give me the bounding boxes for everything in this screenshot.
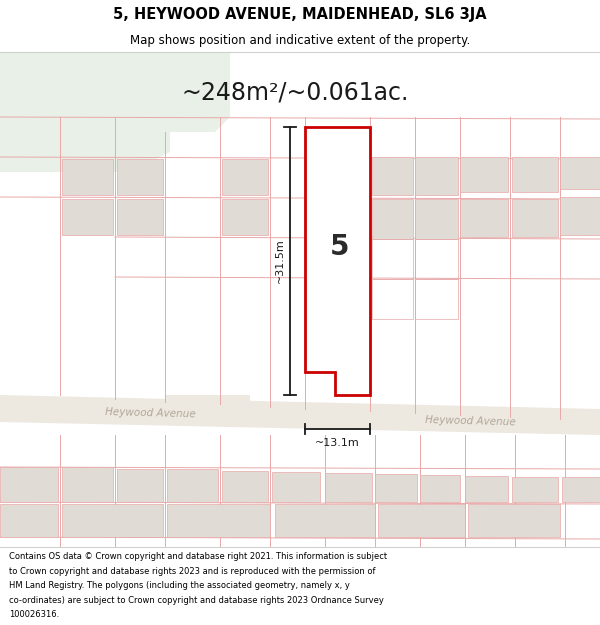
Bar <box>420 475 460 502</box>
Bar <box>465 476 508 502</box>
Text: ~248m²/~0.061ac.: ~248m²/~0.061ac. <box>181 80 409 104</box>
Bar <box>512 477 558 502</box>
Polygon shape <box>305 127 370 395</box>
Bar <box>560 157 600 189</box>
Polygon shape <box>0 52 230 172</box>
Bar <box>375 474 417 502</box>
Text: Map shows position and indicative extent of the property.: Map shows position and indicative extent… <box>130 34 470 47</box>
Bar <box>372 157 413 195</box>
Bar <box>415 199 458 239</box>
Text: 5: 5 <box>330 233 350 261</box>
Bar <box>167 504 270 537</box>
Text: HM Land Registry. The polygons (including the associated geometry, namely x, y: HM Land Registry. The polygons (includin… <box>9 581 350 591</box>
Bar <box>167 469 218 502</box>
Bar <box>275 504 375 537</box>
Bar <box>222 159 268 195</box>
Bar <box>62 159 113 195</box>
Text: Contains OS data © Crown copyright and database right 2021. This information is : Contains OS data © Crown copyright and d… <box>9 552 387 561</box>
Bar <box>415 239 458 279</box>
Text: Heywood Avenue: Heywood Avenue <box>104 407 196 419</box>
Text: 100026316.: 100026316. <box>9 610 59 619</box>
Bar <box>0 504 58 537</box>
Bar <box>372 199 413 239</box>
Bar <box>415 157 458 195</box>
Bar <box>460 199 508 237</box>
Bar <box>372 239 413 279</box>
Text: ~31.5m: ~31.5m <box>275 239 285 283</box>
Bar <box>117 159 163 195</box>
Polygon shape <box>0 395 600 435</box>
Bar <box>325 473 372 502</box>
Bar <box>512 199 558 237</box>
Bar <box>117 469 163 502</box>
Bar <box>62 467 113 502</box>
Text: Heywood Avenue: Heywood Avenue <box>425 415 515 427</box>
Bar <box>62 504 163 537</box>
Bar <box>222 471 268 502</box>
Text: to Crown copyright and database rights 2023 and is reproduced with the permissio: to Crown copyright and database rights 2… <box>9 567 376 576</box>
Bar <box>378 504 465 537</box>
Text: 5, HEYWOOD AVENUE, MAIDENHEAD, SL6 3JA: 5, HEYWOOD AVENUE, MAIDENHEAD, SL6 3JA <box>113 7 487 22</box>
Text: co-ordinates) are subject to Crown copyright and database rights 2023 Ordnance S: co-ordinates) are subject to Crown copyr… <box>9 596 384 605</box>
Bar <box>372 279 413 319</box>
Bar <box>468 504 560 537</box>
Bar <box>222 199 268 235</box>
Bar <box>272 472 320 502</box>
Bar <box>460 157 508 192</box>
Bar <box>560 197 600 235</box>
Text: ~13.1m: ~13.1m <box>315 438 360 448</box>
Bar <box>62 199 113 235</box>
Bar <box>117 199 163 235</box>
Polygon shape <box>165 395 250 422</box>
Bar <box>512 157 558 192</box>
Bar <box>0 467 58 502</box>
Bar <box>415 279 458 319</box>
Bar <box>562 477 600 502</box>
